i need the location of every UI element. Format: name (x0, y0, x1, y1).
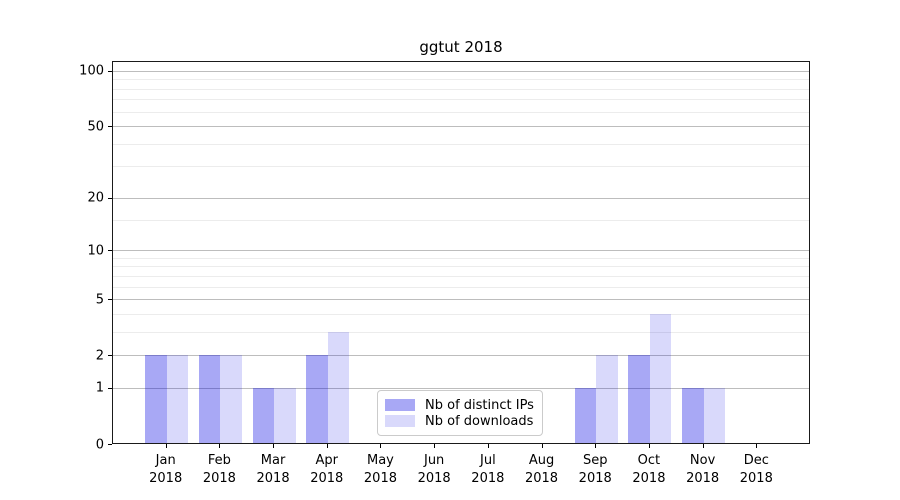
gridline-major (113, 355, 809, 357)
gridline-major (113, 70, 809, 72)
gridline-major (113, 197, 809, 199)
bar-distinct-ips (682, 387, 704, 443)
y-tick-label: 20 (87, 190, 104, 206)
y-tick-mark (108, 197, 112, 199)
y-tick-label: 50 (87, 119, 104, 135)
x-tick-mark (219, 444, 221, 448)
gridline-minor (113, 313, 809, 315)
gridline-major (113, 126, 809, 128)
x-tick-label: Oct 2018 (632, 453, 666, 486)
legend: Nb of distinct IPs Nb of downloads (377, 390, 543, 436)
legend-item-distinct-ips: Nb of distinct IPs (385, 397, 534, 413)
gridline-minor (113, 257, 809, 259)
bar-distinct-ips (252, 387, 275, 443)
bar-distinct-ips (306, 355, 328, 443)
x-tick-label: May 2018 (363, 453, 397, 486)
gridline-minor (113, 219, 809, 221)
legend-label-downloads: Nb of downloads (425, 413, 534, 429)
x-tick-label: Aug 2018 (524, 453, 559, 486)
y-tick-mark (108, 355, 112, 357)
y-tick-label: 0 (95, 437, 104, 452)
bar-distinct-ips (198, 355, 221, 443)
y-tick-label: 5 (95, 292, 104, 308)
gridline-minor (113, 111, 809, 113)
bar-distinct-ips (145, 355, 167, 443)
bar-downloads (220, 355, 242, 443)
x-tick-mark (434, 444, 436, 448)
gridline-minor (113, 143, 809, 145)
gridline-minor (113, 99, 809, 101)
y-tick-label: 100 (79, 63, 104, 79)
x-tick-mark (702, 444, 704, 448)
gridline-major (113, 387, 809, 389)
x-tick-label: Apr 2018 (310, 453, 344, 486)
gridline-minor (113, 166, 809, 168)
x-tick-label: Jul 2018 (471, 453, 505, 486)
legend-swatch-downloads-icon (385, 415, 415, 427)
y-tick-label: 1 (95, 380, 104, 396)
bar-downloads (166, 355, 189, 443)
x-tick-mark (380, 444, 382, 448)
bar-downloads (274, 387, 296, 443)
bar-downloads (327, 331, 350, 443)
gridline-major (113, 299, 809, 301)
x-tick-label: Sep 2018 (578, 453, 612, 486)
y-tick-mark (108, 299, 112, 301)
x-tick-mark (648, 444, 650, 448)
legend-item-downloads: Nb of downloads (385, 413, 534, 429)
legend-swatch-distinct-ips-icon (385, 399, 415, 411)
bar-downloads (596, 355, 618, 443)
y-tick-mark (108, 70, 112, 72)
x-tick-mark (595, 444, 597, 448)
y-tick-label: 10 (87, 243, 104, 259)
bar-distinct-ips (628, 355, 650, 443)
gridline-major (113, 250, 809, 252)
gridline-minor (113, 79, 809, 81)
x-tick-label: Feb 2018 (202, 453, 236, 486)
legend-label-distinct-ips: Nb of distinct IPs (425, 397, 534, 413)
x-tick-label: Mar 2018 (256, 453, 290, 486)
y-tick-mark (108, 126, 112, 128)
gridline-minor (113, 266, 809, 268)
y-tick-mark (108, 387, 112, 389)
y-tick-mark (108, 250, 112, 252)
chart-title: ggtut 2018 (419, 38, 503, 56)
x-tick-mark (756, 444, 758, 448)
x-tick-label: Nov 2018 (686, 453, 720, 486)
x-tick-label: Dec 2018 (739, 453, 773, 486)
bar-downloads (703, 387, 726, 443)
x-tick-mark (165, 444, 167, 448)
gridline-minor (113, 331, 809, 333)
bar-downloads (649, 313, 672, 443)
x-tick-mark (541, 444, 543, 448)
x-tick-label: Jan 2018 (149, 453, 183, 486)
x-tick-mark (326, 444, 328, 448)
bar-distinct-ips (574, 387, 597, 443)
gridline-minor (113, 275, 809, 277)
gridline-minor (113, 88, 809, 90)
x-tick-mark (273, 444, 275, 448)
gridline-minor (113, 286, 809, 288)
x-tick-mark (487, 444, 489, 448)
y-tick-mark (108, 444, 112, 445)
y-tick-label: 2 (95, 348, 104, 364)
x-tick-label: Jun 2018 (417, 453, 451, 486)
plot-area (112, 61, 810, 444)
